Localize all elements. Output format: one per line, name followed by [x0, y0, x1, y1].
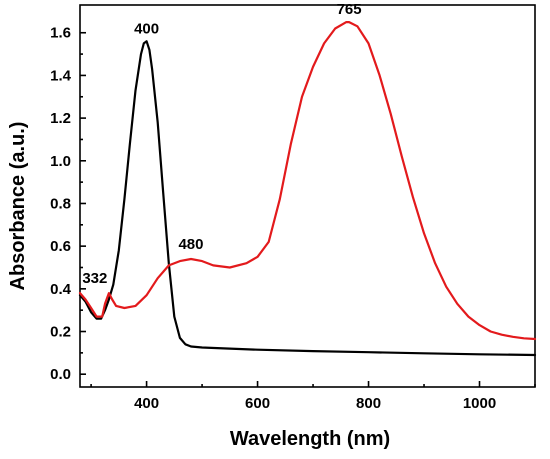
y-tick-label: 1.4 — [50, 67, 72, 84]
x-axis-label: Wavelength (nm) — [230, 428, 390, 450]
peak-label: 332 — [82, 270, 107, 287]
plot-frame — [79, 4, 536, 388]
x-tick-label: 400 — [134, 395, 159, 412]
peak-label: 400 — [134, 20, 159, 37]
y-tick-label: 0.8 — [50, 195, 71, 212]
y-tick-label: 0.2 — [50, 324, 71, 341]
annotations-layer: 332 400 480 765 — [82, 1, 361, 287]
y-axis-label: Absorbance (a.u.) — [7, 122, 29, 291]
y-tick-label: 1.0 — [50, 153, 71, 170]
y-tick-label: 0.4 — [50, 281, 72, 298]
y-tick-label: 0.6 — [50, 238, 71, 255]
plot-border — [79, 4, 536, 388]
peak-label: 765 — [337, 1, 362, 18]
x-tick-label: 800 — [356, 395, 381, 412]
ticks-layer: 400 600 800 1000 0.0 0.2 0.4 0.6 0.8 1.0 1.2 1.4 1.6 — [50, 25, 536, 412]
series-layer — [78, 21, 537, 357]
y-tick-label: 0.0 — [50, 366, 71, 383]
series-line-1 — [78, 40, 537, 357]
peak-label: 480 — [178, 236, 203, 253]
x-tick-label: 1000 — [463, 395, 496, 412]
x-tick-label: 600 — [245, 395, 270, 412]
y-tick-label: 1.2 — [50, 110, 71, 127]
y-tick-label: 1.6 — [50, 25, 71, 42]
series-line-2 — [78, 21, 537, 341]
